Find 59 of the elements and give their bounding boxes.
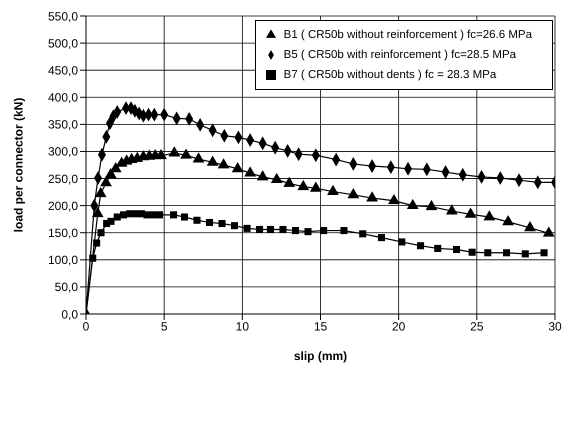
y-tick-label: 150,0 — [48, 226, 78, 240]
point — [310, 182, 322, 192]
point — [279, 226, 287, 234]
x-tick-label: 0 — [82, 320, 90, 334]
y-tick-label: 100,0 — [48, 253, 78, 268]
point — [398, 238, 406, 246]
point — [452, 246, 460, 254]
point — [434, 244, 442, 252]
x-tick-label: 10 — [236, 320, 250, 334]
y-tick-label: 350,0 — [48, 118, 78, 132]
x-axis-title: slip (mm) — [294, 349, 348, 363]
point — [114, 213, 121, 221]
y-tick-label: 500,0 — [48, 36, 78, 50]
x-tick-label: 30 — [548, 320, 562, 334]
legend-label: B1 ( CR50b without reinforcement ) fc=26.6 MPa — [284, 29, 532, 41]
point — [484, 249, 492, 256]
point — [97, 229, 105, 236]
point — [522, 250, 529, 258]
y-tick-label: 50,0 — [54, 280, 78, 294]
point — [417, 242, 424, 250]
point — [180, 213, 188, 221]
point — [89, 254, 96, 262]
legend-label: B5 ( CR50b with reinforcement ) fc=28.5 MPa — [284, 49, 516, 61]
point — [256, 226, 264, 234]
y-tick-label: 300,0 — [48, 144, 78, 159]
point — [230, 222, 238, 230]
x-tick-label: 5 — [160, 320, 168, 334]
y-tick-label: 450,0 — [48, 63, 78, 78]
point — [468, 248, 476, 256]
point — [359, 230, 366, 238]
point — [243, 224, 251, 232]
point — [93, 239, 100, 247]
point — [206, 218, 214, 226]
point — [266, 226, 274, 234]
y-tick-label: 250,0 — [48, 172, 78, 186]
point — [304, 228, 312, 236]
x-tick-label: 20 — [392, 320, 406, 334]
point — [503, 249, 510, 256]
point — [524, 221, 536, 232]
point — [347, 188, 360, 198]
point — [107, 218, 115, 225]
point — [320, 227, 328, 234]
y-tick-label: 200,0 — [48, 198, 78, 213]
point — [340, 227, 348, 234]
point — [464, 208, 476, 218]
point — [218, 220, 226, 228]
y-axis-title: load per connector (kN) — [11, 98, 26, 232]
y-tick-label: 400,0 — [48, 90, 78, 105]
point — [292, 227, 300, 234]
x-tick-label: 25 — [470, 320, 484, 334]
point — [170, 211, 178, 218]
point — [378, 234, 386, 242]
legend-label: B7 ( CR50b without dents ) fc = 28.3 MPa — [284, 69, 496, 81]
point — [156, 211, 164, 218]
point — [540, 249, 548, 256]
y-tick-label: 550,0 — [48, 9, 78, 24]
point — [193, 216, 201, 224]
x-tick-label: 15 — [314, 320, 328, 334]
y-tick-label: 0,0 — [61, 307, 78, 322]
